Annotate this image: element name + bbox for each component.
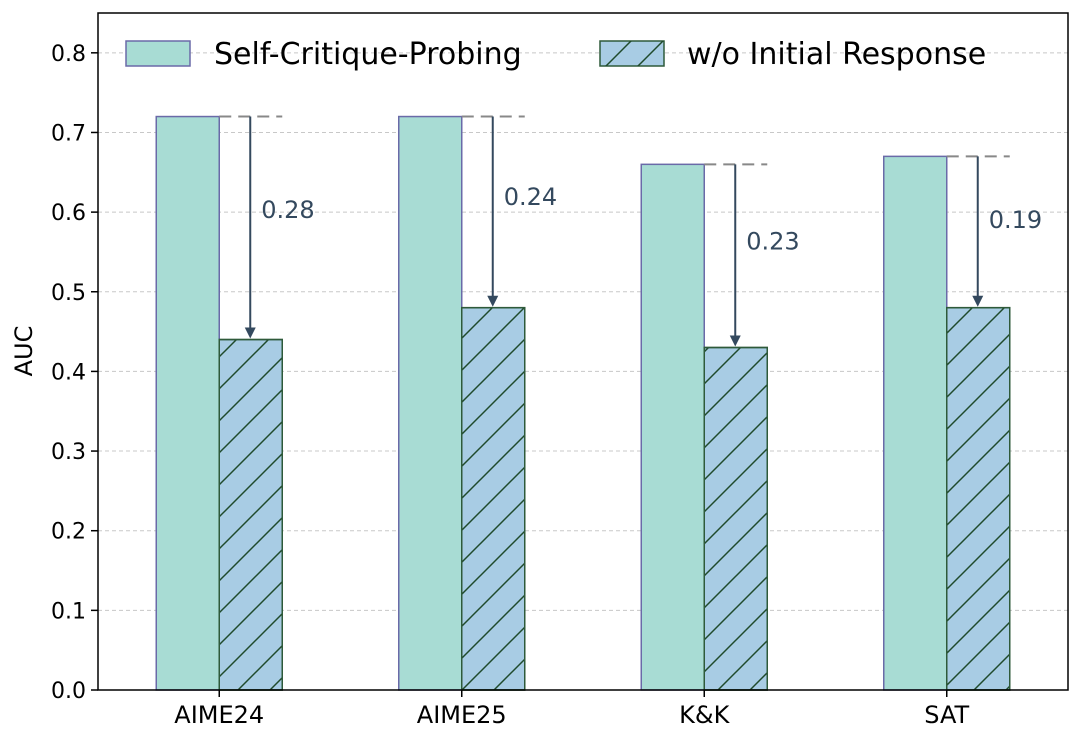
x-tick-label-aime25: AIME25 bbox=[417, 701, 507, 729]
bar-w-o-initial-response-aime25 bbox=[461, 306, 526, 691]
bars bbox=[155, 115, 1011, 691]
y-tick-label-0.1: 0.1 bbox=[51, 599, 86, 624]
y-axis-title: AUC bbox=[10, 326, 38, 377]
bar-self-critique-probing-k-k bbox=[640, 163, 705, 691]
bar-self-critique-probing-aime25 bbox=[398, 115, 463, 691]
plot-frame bbox=[97, 12, 1069, 691]
y-tick-label-0.2: 0.2 bbox=[51, 520, 86, 545]
legend-swatch-self-critique-probing bbox=[125, 40, 191, 67]
y-tick-label-0.3: 0.3 bbox=[51, 440, 86, 465]
legend: Self-Critique-Probing w/o Initial Respon… bbox=[125, 37, 986, 72]
y-tick-label-0.4: 0.4 bbox=[51, 360, 86, 385]
arrow-head-aime24 bbox=[244, 327, 256, 339]
legend-swatch-w-o-initial-response bbox=[599, 40, 665, 67]
bar-self-critique-probing-aime24 bbox=[155, 115, 220, 691]
legend-label-self-critique-probing: Self-Critique-Probing bbox=[214, 37, 522, 72]
bar-w-o-initial-response-sat bbox=[946, 306, 1011, 691]
x-tick-label-aime24: AIME24 bbox=[174, 701, 264, 729]
arrow-head-k-k bbox=[729, 335, 741, 347]
arrow-head-sat bbox=[972, 295, 984, 307]
difference-annotations: 0.28 0.24 0.23 0.19 bbox=[219, 115, 1042, 347]
difference-label-aime24: 0.28 bbox=[261, 196, 314, 224]
difference-label-sat: 0.19 bbox=[989, 206, 1042, 234]
difference-label-k-k: 0.23 bbox=[746, 227, 799, 255]
y-tick-label-0.6: 0.6 bbox=[51, 201, 86, 226]
y-tick-label-0.0: 0.0 bbox=[51, 679, 86, 704]
bar-w-o-initial-response-aime24 bbox=[218, 338, 283, 691]
y-tick-label-0.7: 0.7 bbox=[51, 121, 86, 146]
bar-self-critique-probing-sat bbox=[883, 155, 948, 691]
x-tick-label-sat: SAT bbox=[924, 701, 969, 729]
x-tick-label-k-k: K&K bbox=[679, 701, 730, 729]
axis-ticks: 0.0 0.1 0.2 0.3 0.4 0.5 0.6 0.7 0.8 AIME24 AIME25 K… bbox=[51, 42, 970, 729]
bar-w-o-initial-response-k-k bbox=[703, 346, 768, 691]
arrow-head-aime25 bbox=[487, 295, 499, 307]
difference-label-aime25: 0.24 bbox=[504, 183, 557, 211]
legend-label-w-o-initial-response: w/o Initial Response bbox=[687, 37, 986, 72]
y-tick-label-0.8: 0.8 bbox=[51, 42, 86, 67]
y-tick-label-0.5: 0.5 bbox=[51, 281, 86, 306]
